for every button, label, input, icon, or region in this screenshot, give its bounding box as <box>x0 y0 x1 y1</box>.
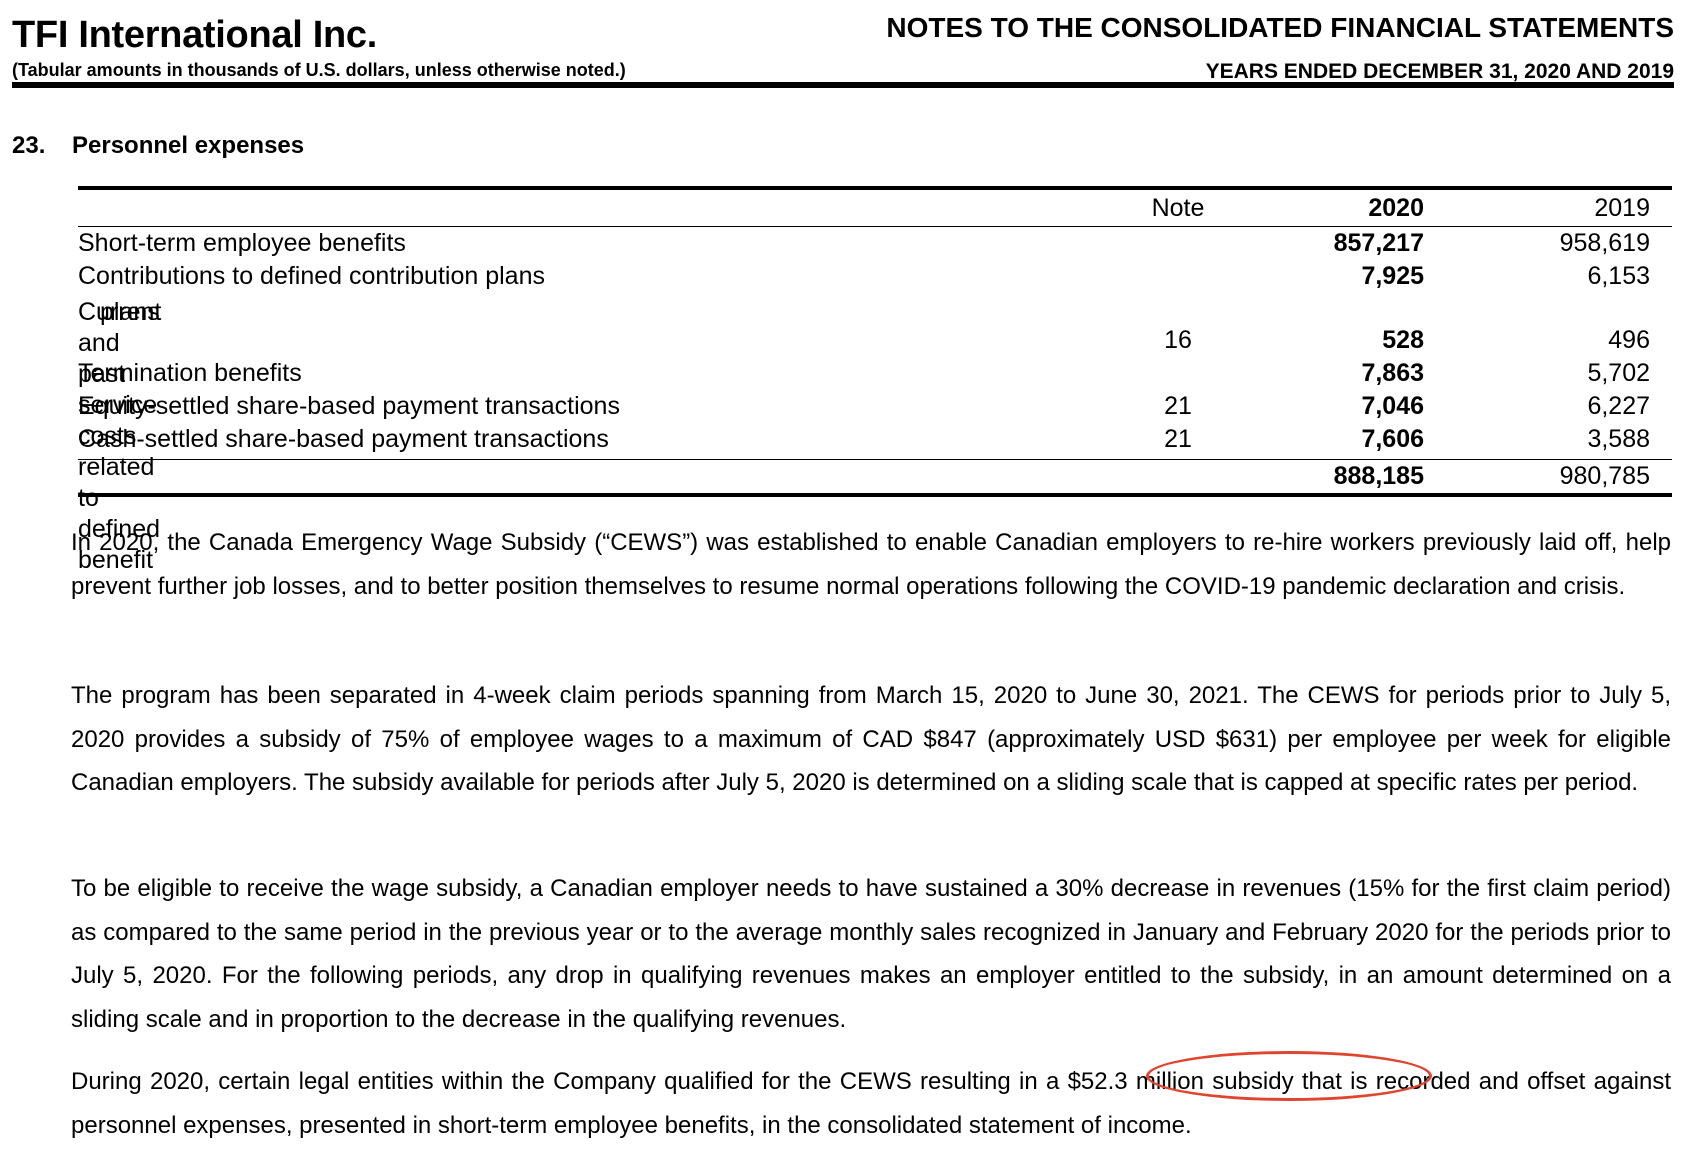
total-2019: 980,785 <box>1559 462 1650 490</box>
page-header: TFI International Inc. (Tabular amounts … <box>12 0 1674 92</box>
row-value-2019: 6,153 <box>1587 262 1650 290</box>
row-label: Short-term employee benefits <box>78 229 406 257</box>
row-value-2020: 528 <box>1382 326 1424 354</box>
row-note: 16 <box>1164 326 1192 354</box>
red-circle-annotation <box>1146 1051 1432 1101</box>
table-bottom-rule <box>78 493 1672 497</box>
row-label: Termination benefits <box>78 359 302 387</box>
row-label: Equity-settled share-based payment trans… <box>78 392 620 420</box>
total-2020: 888,185 <box>1333 462 1424 490</box>
header-note: Note <box>1151 194 1205 222</box>
row-note: 21 <box>1164 392 1192 420</box>
section-number: 23. <box>12 132 46 159</box>
row-value-2019: 496 <box>1608 326 1650 354</box>
row-value-2020: 7,606 <box>1361 425 1424 453</box>
paragraph-text: During 2020, certain legal entities with… <box>71 1068 1046 1095</box>
paragraph-claim-periods: The program has been separated in 4-week… <box>71 682 1671 796</box>
row-label-line2: plans <box>100 298 160 326</box>
row-value-2020: 857,217 <box>1333 229 1424 257</box>
row-label: Contributions to defined contribution pl… <box>78 262 545 290</box>
total-row: 888,185 980,785 <box>78 460 1672 493</box>
header-2019: 2019 <box>1594 194 1650 222</box>
table-row: Short-term employee benefits 857,217 958… <box>78 227 1672 260</box>
notes-title: NOTES TO THE CONSOLIDATED FINANCIAL STAT… <box>886 12 1674 43</box>
header-2020: 2020 <box>1368 194 1424 222</box>
table-row: Equity-settled share-based payment trans… <box>78 390 1672 423</box>
years-label: YEARS ENDED DECEMBER 31, 2020 AND 2019 <box>1205 60 1674 83</box>
table-top-rule <box>78 186 1672 190</box>
row-value-2019: 958,619 <box>1559 229 1650 257</box>
row-note: 21 <box>1164 425 1192 453</box>
table-header: Note 2020 2019 <box>78 190 1672 227</box>
personnel-expenses-table: Note 2020 2019 Short-term employee benef… <box>78 186 1672 574</box>
row-label-line1: Current and past service costs related t… <box>78 298 162 574</box>
table-row: Cash-settled share-based payment transac… <box>78 423 1672 456</box>
row-value-2020: 7,925 <box>1361 262 1424 290</box>
row-value-2019: 3,588 <box>1587 425 1650 453</box>
company-name: TFI International Inc. <box>12 14 377 56</box>
row-value-2019: 5,702 <box>1587 359 1650 387</box>
total-rule <box>78 459 1672 460</box>
section-heading: Personnel expenses <box>72 132 305 159</box>
paragraph-eligibility: To be eligible to receive the wage subsi… <box>71 875 1671 1033</box>
row-value-2019: 6,227 <box>1587 392 1650 420</box>
row-label: Cash-settled share-based payment transac… <box>78 425 609 453</box>
table-row: Current and past service costs related t… <box>78 293 1672 574</box>
section-title: 23. Personnel expenses <box>12 132 304 160</box>
units-note: (Tabular amounts in thousands of U.S. do… <box>12 60 626 80</box>
table-row: Contributions to defined contribution pl… <box>78 260 1672 293</box>
row-value-2020: 7,046 <box>1361 392 1424 420</box>
paragraph-cews-intro: In 2020, the Canada Emergency Wage Subsi… <box>71 529 1671 600</box>
row-value-2020: 7,863 <box>1361 359 1424 387</box>
header-rule <box>12 82 1674 88</box>
table-row: Termination benefits 7,863 5,702 <box>78 357 1672 390</box>
